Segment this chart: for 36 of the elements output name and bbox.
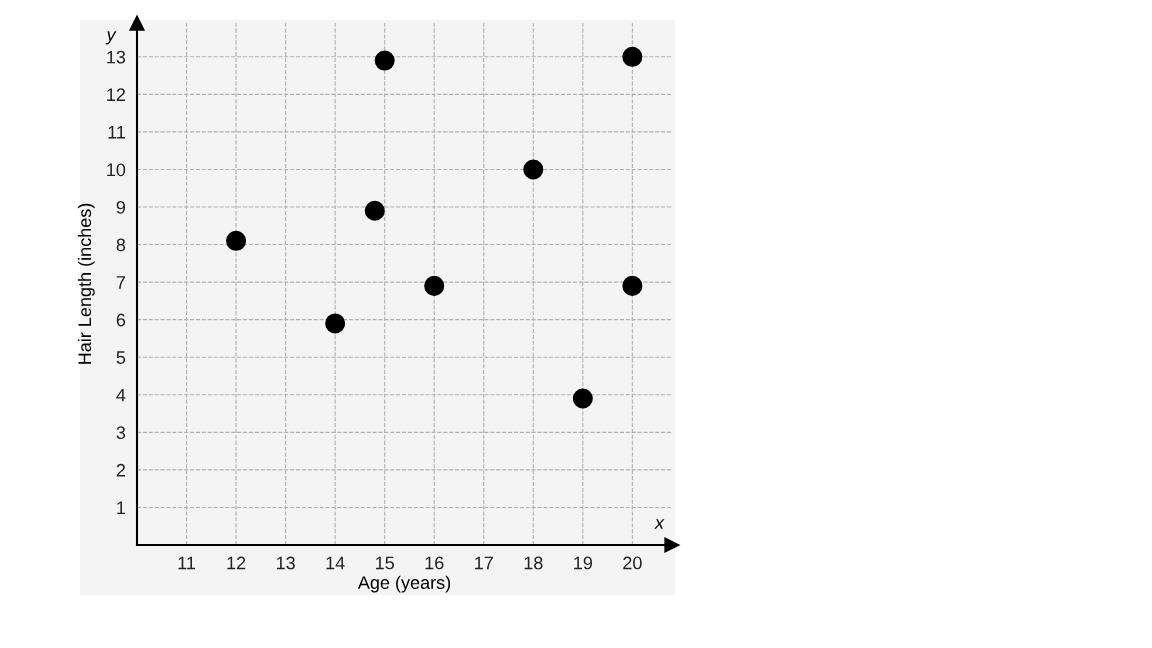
y-tick-label: 2 [116, 463, 125, 477]
point [523, 159, 544, 180]
point [226, 230, 247, 251]
x-tick-label: 20 [623, 556, 642, 570]
point [424, 275, 445, 296]
y-tick-label: 7 [116, 276, 125, 289]
x-tick-label: 16 [425, 556, 444, 570]
point [374, 50, 395, 71]
x-tick-label: 15 [376, 556, 394, 570]
x-tick-label: 19 [574, 556, 593, 570]
text: y [105, 31, 117, 45]
y-axis-title: Hair Length (inches) [77, 203, 95, 364]
point [572, 388, 593, 409]
x-axis-title: Age (years) [357, 575, 451, 593]
y-tick-label: 12 [107, 88, 125, 101]
point [622, 275, 643, 296]
x-tick-label: 11 [178, 556, 196, 570]
x-tick-label: 13 [276, 556, 295, 570]
x-tick-label: 12 [227, 556, 246, 570]
y-tick-label: 3 [116, 426, 126, 440]
y-tick-label: 11 [108, 126, 126, 139]
y-tick-label: 13 [107, 50, 126, 64]
x-tick-label: 14 [326, 556, 345, 570]
y-tick-label: 1 [117, 501, 126, 514]
y-tick-label: 6 [116, 313, 126, 327]
y-tick-label: 4 [116, 388, 126, 402]
y-tick-label: 8 [116, 238, 126, 252]
point [364, 200, 385, 221]
point [325, 313, 346, 334]
y-tick-label: 9 [116, 200, 126, 214]
x-tick-label: 17 [475, 556, 493, 570]
y-tick-label: 10 [107, 163, 126, 177]
annotation: x [654, 519, 665, 529]
y-tick-label: 5 [116, 351, 126, 364]
x-tick-label: 18 [524, 556, 543, 570]
point [622, 46, 643, 67]
